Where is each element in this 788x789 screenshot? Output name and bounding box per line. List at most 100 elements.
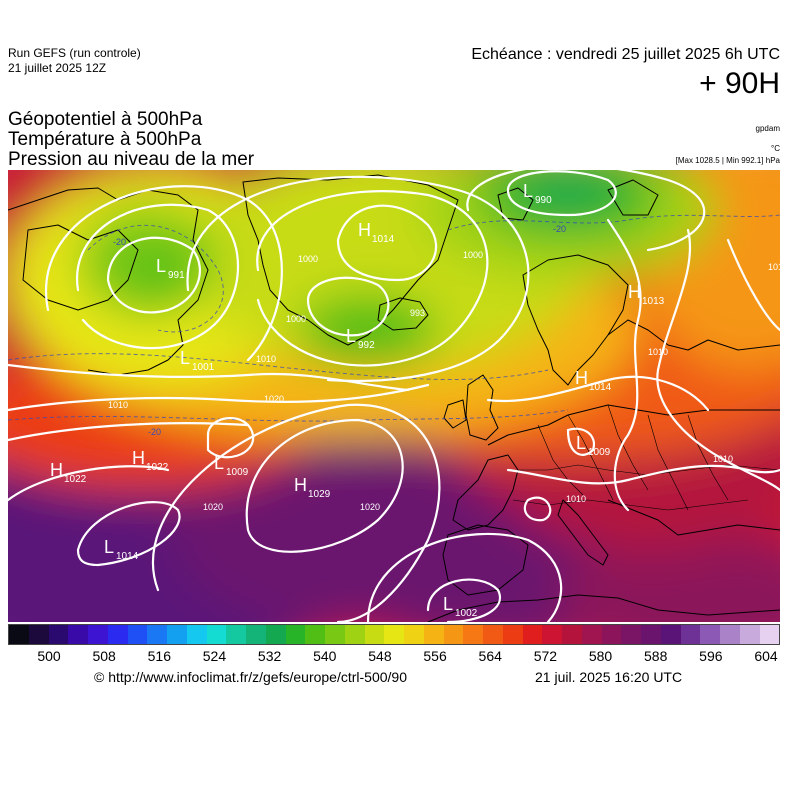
color-scale-cell bbox=[759, 625, 780, 644]
source-url: © http://www.infoclimat.fr/z/gefs/europe… bbox=[94, 669, 408, 685]
color-scale-cell bbox=[522, 625, 543, 644]
high-symbol: H bbox=[50, 460, 63, 480]
isobar-label: 993 bbox=[410, 308, 425, 318]
color-scale-cell bbox=[265, 625, 286, 644]
unit-pressure-range: [Max 1028.5 | Min 992.1] hPa bbox=[675, 156, 780, 165]
color-scale-tick: 572 bbox=[533, 648, 558, 664]
run-date: 21 juillet 2025 12Z bbox=[8, 61, 107, 75]
high-symbol: H bbox=[132, 448, 145, 468]
color-scale-tick: 596 bbox=[699, 648, 723, 664]
color-scale-tick: 580 bbox=[588, 648, 613, 664]
color-scale-cell bbox=[9, 625, 29, 644]
isotherm-label: -20 bbox=[148, 427, 161, 437]
param-geopotential: Géopotentiel à 500hPa bbox=[8, 109, 203, 130]
high-value: 1022 bbox=[146, 462, 169, 473]
isobar-label: 1000 bbox=[298, 254, 318, 264]
isobar-label: 1010 bbox=[108, 400, 128, 410]
color-scale-cell bbox=[404, 625, 424, 644]
color-scale-cell bbox=[226, 625, 246, 644]
color-scale-cell bbox=[700, 625, 720, 644]
color-scale-bar bbox=[8, 624, 780, 645]
color-scale-cell bbox=[28, 625, 49, 644]
param-temperature: Température à 500hPa bbox=[8, 129, 202, 150]
low-symbol: L bbox=[104, 537, 114, 557]
color-scale-cell bbox=[285, 625, 306, 644]
isobar-labels: 1000 1000 1000 993 1010 1010 1010 1020 1… bbox=[108, 250, 780, 512]
color-scale-cell bbox=[581, 625, 602, 644]
color-scale-tick: 516 bbox=[147, 648, 171, 664]
color-scale-cell bbox=[621, 625, 641, 644]
run-title: Run GEFS (run controle) bbox=[8, 46, 141, 60]
isobar-label: 1010 bbox=[713, 454, 733, 464]
isobar-label: 1010 bbox=[768, 262, 780, 272]
isobar-label: 1020 bbox=[360, 502, 380, 512]
color-scale-tick: 540 bbox=[313, 648, 337, 664]
high-value: 1013 bbox=[642, 296, 665, 307]
color-scale-cell bbox=[206, 625, 227, 644]
high-symbol: H bbox=[294, 475, 307, 495]
low-symbol: L bbox=[156, 256, 166, 276]
isotherm-label: -20 bbox=[553, 224, 566, 234]
pressure-lows: L 990 L 991 L 992 L 1001 L 1009 L 1009 L 1014 L… bbox=[104, 181, 611, 619]
isobar-label: 1020 bbox=[264, 394, 284, 404]
high-value: 1014 bbox=[372, 234, 395, 245]
color-scale-cell bbox=[562, 625, 582, 644]
color-scale-cell bbox=[186, 625, 207, 644]
color-scale-cell bbox=[325, 625, 345, 644]
isobar-label: 1010 bbox=[256, 354, 276, 364]
color-scale-cell bbox=[68, 625, 88, 644]
color-scale-tick: 500 bbox=[37, 648, 61, 664]
isotherms bbox=[8, 214, 780, 422]
color-scale-cell bbox=[167, 625, 187, 644]
color-scale-tick: 508 bbox=[92, 648, 116, 664]
low-value: 1001 bbox=[192, 362, 215, 373]
color-scale-cell bbox=[384, 625, 404, 644]
isobar-label: 1010 bbox=[648, 347, 668, 357]
color-scale-cell bbox=[502, 625, 523, 644]
low-value: 1009 bbox=[226, 467, 249, 478]
color-scale-cell bbox=[364, 625, 385, 644]
color-scale-tick: 532 bbox=[257, 648, 282, 664]
low-value: 991 bbox=[168, 270, 185, 281]
color-scale-tick: 588 bbox=[644, 648, 668, 664]
high-symbol: H bbox=[628, 282, 641, 302]
color-scale-cell bbox=[48, 625, 69, 644]
color-scale-tick: 564 bbox=[478, 648, 502, 664]
color-scale-cell bbox=[246, 625, 266, 644]
pressure-highs: H 1014 H 1013 H 1014 H 1022 H 1022 H 1029 bbox=[50, 220, 665, 500]
high-symbol: H bbox=[358, 220, 371, 240]
color-scale-cell bbox=[88, 625, 108, 644]
low-value: 1009 bbox=[588, 447, 611, 458]
color-scale-cell bbox=[542, 625, 562, 644]
high-symbol: H bbox=[575, 368, 588, 388]
forecast-horizon: + 90H bbox=[699, 67, 780, 100]
generated-timestamp: 21 juil. 2025 16:20 UTC bbox=[535, 669, 683, 685]
low-symbol: L bbox=[214, 453, 224, 473]
low-symbol: L bbox=[346, 326, 356, 346]
color-scale-tick: 548 bbox=[368, 648, 392, 664]
isobar-label: 1000 bbox=[286, 314, 306, 324]
high-value: 1022 bbox=[64, 474, 87, 485]
color-scale-tick: 524 bbox=[202, 648, 227, 664]
low-value: 992 bbox=[358, 340, 375, 351]
isobars bbox=[8, 170, 780, 622]
color-scale-cell bbox=[305, 625, 325, 644]
color-scale-tick: 556 bbox=[423, 648, 447, 664]
isobar-label: 1010 bbox=[566, 494, 586, 504]
low-symbol: L bbox=[180, 348, 190, 368]
unit-geopotential: gpdam bbox=[755, 124, 780, 133]
low-value: 1002 bbox=[455, 608, 478, 619]
coastlines bbox=[8, 174, 780, 622]
param-pressure: Pression au niveau de la mer bbox=[8, 149, 255, 170]
color-scale-cell bbox=[720, 625, 740, 644]
color-scale-cell bbox=[423, 625, 444, 644]
color-scale-cell bbox=[739, 625, 760, 644]
color-scale-cell bbox=[107, 625, 128, 644]
color-scale-cell bbox=[660, 625, 681, 644]
isotherm-labels: -20 -20 -20 bbox=[113, 224, 566, 437]
low-symbol: L bbox=[576, 433, 586, 453]
isobar-label: 1020 bbox=[203, 502, 223, 512]
color-scale-cell bbox=[641, 625, 661, 644]
low-value: 1014 bbox=[116, 551, 139, 562]
isotherm-label: -20 bbox=[113, 237, 126, 247]
